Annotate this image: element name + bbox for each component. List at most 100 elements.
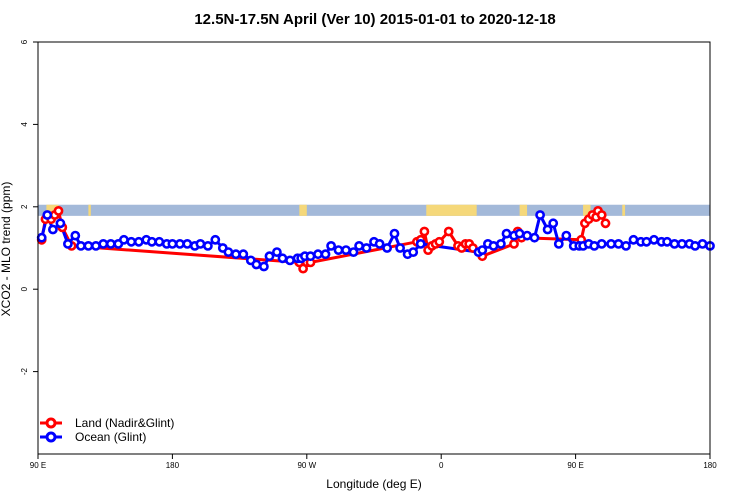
data-point-ocean-42 [320, 249, 331, 260]
y-tick-label-4: 6 [20, 39, 29, 44]
chart-title: 12.5N-17.5N April (Ver 10) 2015-01-01 to… [194, 11, 555, 28]
data-point-ocean-61 [495, 238, 506, 249]
land-segment-5 [583, 204, 591, 216]
data-point-land-17 [434, 236, 445, 247]
data-point-ocean-50 [374, 238, 385, 249]
x-tick-label-1: 180 [166, 461, 180, 470]
data-point-land-4 [53, 205, 64, 216]
data-point-ocean-77 [596, 238, 607, 249]
data-point-ocean-56 [415, 238, 426, 249]
data-point-ocean-46 [348, 247, 359, 257]
data-point-ocean-48 [361, 243, 372, 253]
data-point-ocean-32 [258, 261, 269, 272]
data-point-ocean-68 [542, 224, 553, 235]
data-point-ocean-8 [91, 240, 101, 251]
data-point-ocean-19 [167, 238, 178, 249]
land-segment-3 [426, 204, 477, 216]
data-point-ocean-3 [55, 218, 66, 229]
data-point-ocean-71 [561, 230, 572, 241]
data-point-ocean-58 [477, 245, 488, 255]
land-segment-0 [46, 204, 59, 216]
data-point-ocean-62 [501, 228, 512, 239]
legend: Land (Nadir&Glint) Ocean (Glint) [40, 416, 174, 444]
land-segment-4 [519, 204, 528, 216]
land-segment-6 [622, 204, 626, 216]
data-point-land-13 [419, 226, 430, 237]
x-tick-label-0: 90 E [30, 461, 46, 470]
legend-land-marker [45, 417, 57, 429]
data-point-ocean-88 [677, 238, 687, 249]
data-point-ocean-70 [553, 238, 564, 249]
data-point-ocean-29 [238, 249, 249, 260]
x-tick-label-5: 180 [703, 461, 717, 470]
x-tick-label-3: 0 [439, 461, 444, 470]
data-point-ocean-10 [105, 238, 116, 249]
y-tick-label-0: -2 [20, 367, 29, 375]
data-point-ocean-90 [690, 240, 700, 251]
data-point-ocean-0 [36, 232, 47, 243]
plot-frame [37, 41, 711, 455]
data-point-ocean-5 [70, 230, 81, 241]
legend-ocean-marker [45, 431, 57, 443]
land-segment-2 [299, 204, 307, 216]
data-point-ocean-14 [133, 236, 144, 247]
data-point-ocean-13 [126, 236, 137, 247]
data-point-ocean-66 [529, 232, 540, 243]
data-point-ocean-1 [42, 210, 53, 220]
data-point-ocean-36 [285, 255, 295, 266]
data-point-ocean-44 [333, 245, 344, 255]
land-segment-1 [88, 204, 91, 216]
data-point-ocean-64 [514, 228, 525, 239]
data-point-ocean-67 [535, 210, 545, 220]
x-tick-label-2: 90 W [297, 461, 316, 470]
ocean-band [38, 204, 710, 216]
legend-ocean-label: Ocean (Glint) [75, 430, 146, 444]
land-ocean-strip [38, 204, 710, 216]
data-point-land-34 [596, 210, 607, 220]
data-point-ocean-9 [98, 238, 109, 249]
data-point-ocean-91 [697, 238, 708, 249]
y-tick-label-3: 4 [20, 122, 29, 127]
y-tick-label-1: 0 [20, 286, 29, 291]
data-point-ocean-60 [488, 240, 499, 251]
data-point-ocean-43 [326, 240, 336, 251]
data-point-ocean-53 [395, 243, 405, 253]
series-points [36, 205, 715, 274]
legend-item-land: Land (Nadir&Glint) [40, 416, 174, 430]
data-point-ocean-84 [649, 234, 659, 245]
data-point-ocean-25 [210, 234, 221, 245]
data-point-land-18 [443, 226, 454, 237]
data-point-ocean-7 [83, 240, 94, 251]
data-point-ocean-33 [264, 251, 275, 262]
data-point-ocean-80 [621, 240, 631, 251]
data-point-ocean-87 [669, 238, 680, 249]
data-point-ocean-51 [382, 243, 392, 253]
data-point-ocean-69 [548, 218, 559, 229]
data-point-ocean-23 [195, 238, 206, 249]
data-point-ocean-2 [48, 224, 58, 235]
data-point-ocean-35 [277, 253, 288, 264]
data-point-ocean-4 [63, 238, 73, 249]
data-point-ocean-41 [313, 249, 323, 260]
data-point-ocean-79 [613, 238, 624, 249]
x-axis: 90 E 180 90 W 0 90 E 180 [30, 454, 717, 470]
data-point-ocean-24 [202, 240, 213, 251]
data-point-ocean-6 [76, 240, 86, 251]
y-axis-title: XCO2 - MLO trend (ppm) [0, 182, 13, 317]
data-point-ocean-40 [305, 251, 316, 262]
legend-land-label: Land (Nadir&Glint) [75, 416, 174, 430]
y-axis: -2 0 2 4 6 [20, 39, 38, 375]
data-point-land-25 [509, 238, 519, 249]
data-point-ocean-34 [271, 247, 282, 257]
data-point-ocean-12 [119, 234, 129, 245]
data-point-ocean-21 [182, 238, 193, 249]
data-point-ocean-31 [251, 259, 262, 270]
data-point-ocean-81 [628, 234, 639, 245]
data-point-ocean-55 [408, 247, 419, 257]
data-point-ocean-83 [641, 236, 652, 247]
data-point-ocean-45 [341, 245, 351, 255]
y-tick-label-2: 2 [20, 204, 29, 209]
legend-item-ocean: Ocean (Glint) [40, 430, 146, 444]
data-point-ocean-27 [223, 247, 234, 257]
